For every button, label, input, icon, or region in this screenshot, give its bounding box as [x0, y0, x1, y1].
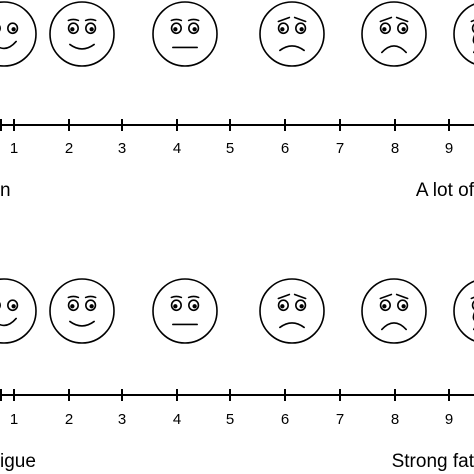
face-neutral-icon	[152, 1, 218, 67]
scale-number: 5	[226, 140, 234, 157]
scale-number: 8	[391, 140, 399, 157]
scale-number: 5	[226, 411, 234, 428]
left-anchor-label: igue	[0, 451, 36, 472]
face-smile-icon	[0, 1, 37, 67]
scale-number: 6	[281, 411, 289, 428]
face-slight-frown-icon	[259, 278, 325, 344]
face-neutral-icon	[152, 278, 218, 344]
face-slight-smile-icon	[49, 1, 115, 67]
scale-number: 4	[173, 411, 181, 428]
face-slight-smile-icon	[49, 278, 115, 344]
scale-number: 7	[336, 411, 344, 428]
scale-number: 2	[65, 411, 73, 428]
scale-number: 7	[336, 140, 344, 157]
scale-number: 8	[391, 411, 399, 428]
scale-number: 1	[10, 140, 18, 157]
scale-number: 9	[445, 411, 453, 428]
face-smile-icon	[0, 278, 37, 344]
scale-number: 3	[118, 411, 126, 428]
left-anchor-label: n	[0, 180, 11, 201]
face-frown-icon	[361, 1, 427, 67]
right-anchor-label: A lot of	[416, 180, 474, 201]
scale-number: 1	[10, 411, 18, 428]
face-cry-icon	[453, 3, 474, 65]
pain-scale: 1 2 3 4 5 6 7 8 9 n A lot of	[0, 1, 474, 201]
scale-number: 3	[118, 140, 126, 157]
scale-number: 4	[173, 140, 181, 157]
fatigue-scale: 1 2 3 4 5 6 7 8 9 igue Strong fat	[0, 278, 474, 472]
scale-number: 2	[65, 140, 73, 157]
scale-number: 9	[445, 140, 453, 157]
right-anchor-label: Strong fat	[392, 451, 474, 472]
face-cry-icon	[453, 280, 474, 342]
face-frown-icon	[361, 278, 427, 344]
scale-number: 6	[281, 140, 289, 157]
face-slight-frown-icon	[259, 1, 325, 67]
